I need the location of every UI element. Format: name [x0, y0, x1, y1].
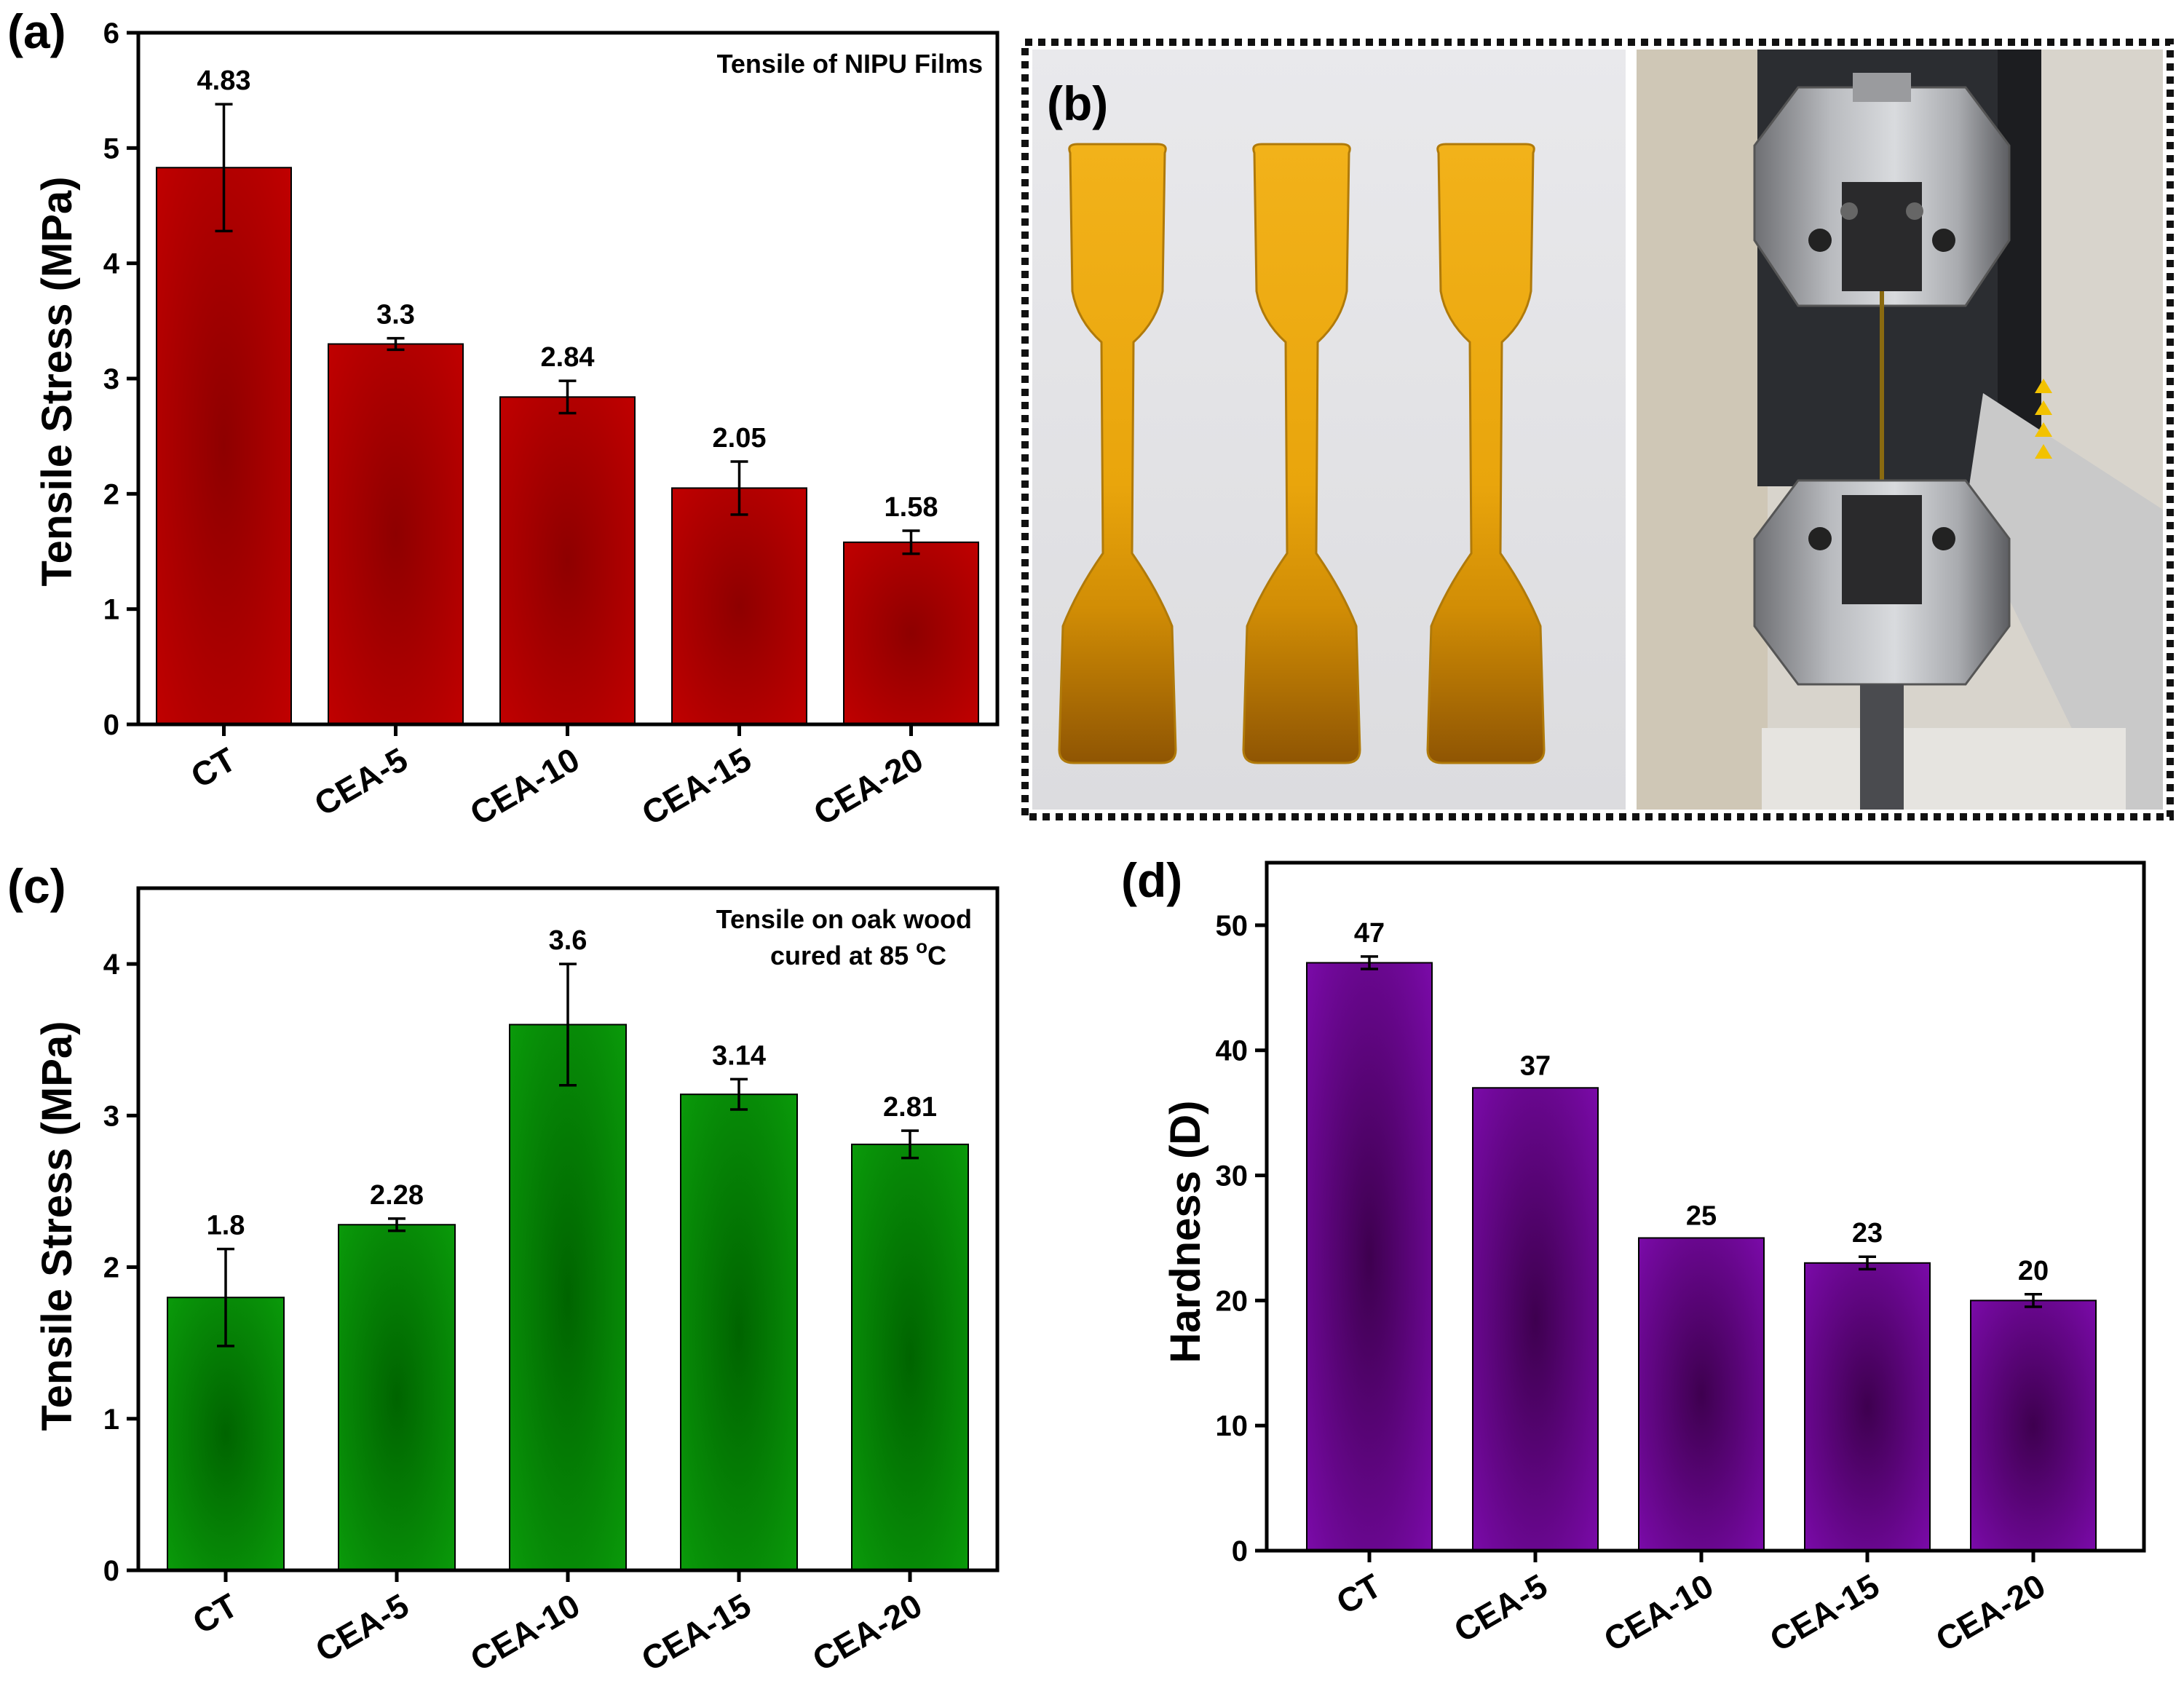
panel-c-annotation-line2: cured at 85 oC — [770, 935, 946, 970]
panel-c-x-tick-label: CEA-15 — [635, 1586, 757, 1679]
panel-c-ylabel: Tensile Stress (MPa) — [33, 1021, 81, 1431]
panel-d-y-tick-label: 0 — [1232, 1535, 1248, 1567]
panel-c-error-bar — [217, 1247, 234, 1348]
panel-a-y-tick-label: 5 — [103, 132, 119, 165]
panel-a-value-label: 1.58 — [885, 492, 938, 523]
panel-a-value-label: 2.84 — [541, 342, 595, 373]
panel-c-y-tick-label: 2 — [103, 1252, 119, 1284]
panel-d-x-tick-label: CEA-5 — [1447, 1567, 1554, 1650]
panel-c-bar — [851, 1143, 969, 1571]
panel-a-x-tick-label: CEA-10 — [464, 740, 586, 833]
panel-c-x-tick-label: CEA-5 — [309, 1586, 415, 1669]
panel-a-ylabel: Tensile Stress (MPa) — [33, 176, 81, 586]
panel-a-error-bar — [215, 103, 233, 233]
panel-d-y-tick-label: 30 — [1216, 1160, 1249, 1192]
panel-a-y-tick-label: 3 — [103, 363, 119, 395]
panel-b-letter: (b) — [1047, 76, 1108, 130]
panel-a-bar — [843, 541, 979, 725]
panel-d-bar — [1638, 1237, 1765, 1552]
panel-d-ylabel: Hardness (D) — [1162, 1101, 1209, 1364]
tensile-machine-photo — [1637, 50, 2163, 810]
panel-c-value-label: 3.14 — [712, 1040, 766, 1071]
panel-a-error-bar — [730, 460, 748, 516]
panel-d-error-bar — [1859, 1255, 1876, 1271]
panel-c-y-tick-label: 3 — [103, 1100, 119, 1132]
panel-d-value-label: 37 — [1520, 1051, 1551, 1081]
specimen-photo — [1032, 50, 1626, 810]
panel-d-letter: (d) — [1121, 853, 1182, 907]
panel-c-x-tick-label: CEA-20 — [806, 1586, 928, 1679]
panel-c-y-tick-label: 4 — [103, 949, 120, 981]
panel-c-error-bar — [901, 1129, 919, 1160]
panel-d-bar — [1306, 962, 1433, 1552]
panel-c-value-label: 2.28 — [370, 1180, 424, 1211]
panel-d-error-bar — [2025, 1293, 2042, 1308]
panel-d-axes-frame — [1265, 861, 2146, 1553]
panel-c-y-tick-label: 1 — [103, 1404, 119, 1436]
panel-d-value-label: 25 — [1686, 1200, 1717, 1231]
panel-a-y-tick-label: 4 — [103, 248, 120, 280]
specimen-dogbone — [1426, 143, 1546, 764]
panel-a-y-tick-label: 0 — [103, 709, 119, 741]
panel-d-chart: (d) Hardness (D) 47 37 25 23 20 CT CEA-5 CEA-1… — [1121, 853, 2146, 1659]
panel-d-bar — [1970, 1299, 2097, 1551]
panel-c-annotation-line1: Tensile on oak wood — [716, 904, 972, 934]
panel-c-axes-frame — [136, 886, 1000, 1573]
panel-a-letter: (a) — [7, 4, 66, 58]
panel-a-axes-frame — [136, 31, 1000, 727]
panel-c-error-bar — [388, 1217, 405, 1233]
panel-a-y-tick-label: 2 — [103, 478, 119, 510]
panel-d-value-label: 23 — [1852, 1218, 1883, 1249]
panel-d-bar — [1472, 1087, 1599, 1551]
panel-a-error-bar — [387, 336, 405, 352]
panel-a-bar — [499, 396, 636, 725]
panel-d-x-tick-label: CEA-10 — [1597, 1567, 1720, 1659]
panel-a-bar — [156, 167, 292, 725]
panel-a-annotation: Tensile of NIPU Films — [717, 49, 983, 79]
panel-d-y-tick-label: 40 — [1216, 1035, 1249, 1067]
panel-c-value-label: 1.8 — [207, 1211, 245, 1241]
panel-c-error-bar — [730, 1077, 748, 1111]
panel-d-y-tick-label: 20 — [1216, 1285, 1249, 1317]
panel-a-bar — [671, 487, 807, 726]
panel-a-x-tick-label: CEA-5 — [308, 740, 414, 823]
panel-d-x-tick-label: CT — [1330, 1567, 1388, 1622]
panel-b-photos: (b) — [1021, 39, 2174, 820]
panel-c-error-bar — [559, 962, 577, 1087]
panel-d-error-bar — [1361, 955, 1378, 970]
panel-a-x-tick-label: CT — [184, 740, 242, 796]
panel-a-x-tick-label: CEA-20 — [807, 740, 930, 833]
panel-c-chart: (c) Tensile Stress (MPa) 1.8 2.28 3.6 3.14 2… — [7, 859, 1000, 1679]
specimen-dogbone — [1242, 143, 1361, 764]
panel-a-value-label: 2.05 — [713, 423, 767, 454]
panel-c-y-tick-label: 0 — [103, 1555, 119, 1587]
panel-c-value-label: 2.81 — [883, 1092, 937, 1123]
panel-d-x-tick-label: CEA-20 — [1929, 1567, 2052, 1659]
panel-c-bar — [338, 1224, 456, 1571]
specimen-dogbone — [1058, 143, 1177, 764]
panel-a-value-label: 4.83 — [197, 66, 251, 96]
panel-d-value-label: 20 — [2018, 1256, 2049, 1286]
panel-a-value-label: 3.3 — [376, 300, 415, 331]
panel-a-error-bar — [902, 529, 920, 555]
panel-a-y-tick-label: 1 — [103, 594, 119, 626]
panel-c-letter: (c) — [7, 859, 66, 913]
panel-a-chart: (a) Tensile Stress (MPa) 4.83 3.3 2.84 2.05… — [7, 4, 1000, 833]
panel-a-y-tick-label: 6 — [103, 17, 119, 50]
panel-b-dotted-frame — [1021, 39, 2174, 820]
panel-c-value-label: 3.6 — [549, 925, 587, 956]
panel-d-x-tick-label: CEA-15 — [1763, 1567, 1886, 1659]
panel-d-bar — [1804, 1262, 1931, 1552]
panel-d-y-tick-label: 10 — [1216, 1410, 1249, 1442]
panel-a-x-tick-label: CEA-15 — [636, 740, 758, 833]
panel-c-bar — [680, 1093, 798, 1571]
panel-a-error-bar — [558, 379, 577, 415]
panel-d-value-label: 47 — [1354, 918, 1385, 949]
panel-c-x-tick-label: CEA-10 — [464, 1586, 586, 1679]
panel-a-bar — [328, 343, 464, 725]
panel-d-y-tick-label: 50 — [1216, 910, 1249, 942]
panel-c-x-tick-label: CT — [186, 1586, 244, 1642]
panel-c-bar — [509, 1024, 627, 1571]
